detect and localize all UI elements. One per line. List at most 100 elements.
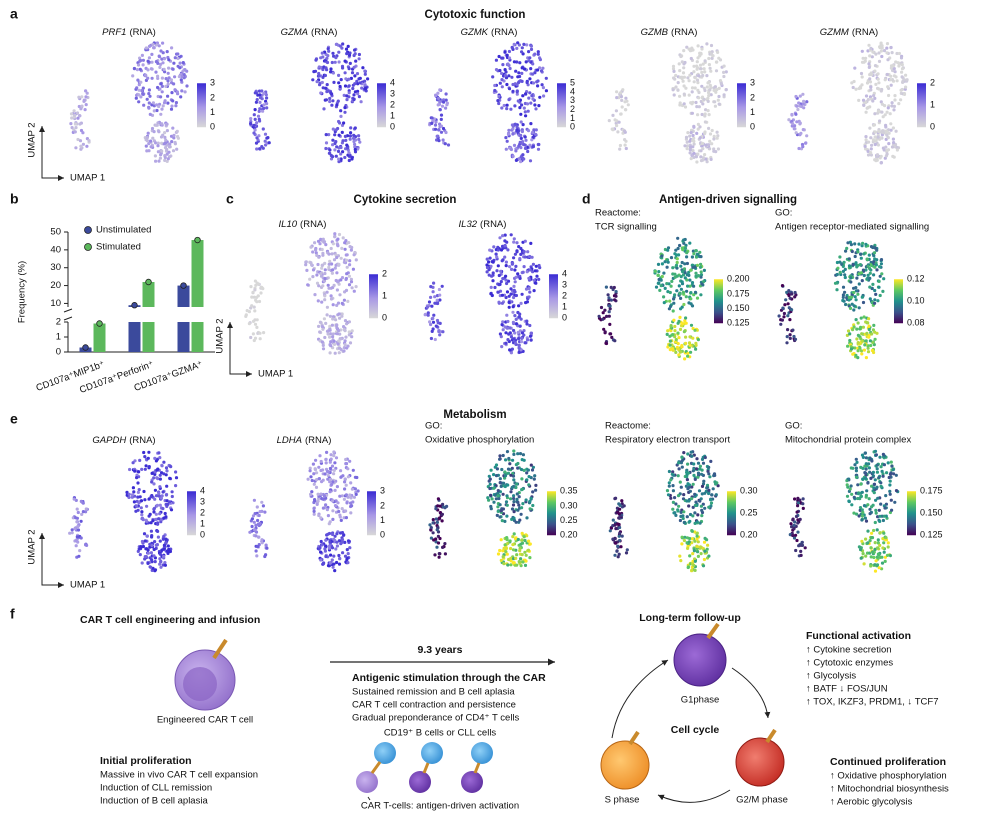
cell-dot bbox=[345, 557, 349, 562]
umap-axes bbox=[229, 324, 252, 377]
cell-dot bbox=[669, 324, 673, 328]
cell-dot bbox=[325, 60, 330, 65]
cell-dot bbox=[511, 503, 516, 507]
cell-dot bbox=[691, 336, 695, 340]
cell-dot bbox=[847, 298, 851, 302]
cell-dot bbox=[487, 273, 491, 277]
cell-dot bbox=[618, 507, 622, 511]
cell-dot bbox=[500, 106, 504, 110]
cell-dot bbox=[708, 132, 713, 136]
colorbar-label: 0 bbox=[930, 122, 935, 132]
cell-dot bbox=[143, 557, 147, 561]
cell-dot bbox=[872, 323, 876, 327]
cell-dot bbox=[165, 499, 169, 503]
umap-plot bbox=[608, 450, 720, 573]
cell-dot bbox=[328, 480, 332, 484]
cell-dot bbox=[859, 86, 863, 90]
cell-dot bbox=[872, 491, 876, 495]
cell-dot bbox=[340, 276, 345, 280]
cell-dot bbox=[874, 453, 879, 457]
activation-label: CAR T-cells: antigen-driven activation bbox=[361, 801, 519, 812]
cell-dot bbox=[686, 482, 690, 486]
cell-dot bbox=[865, 551, 870, 555]
cell-dot bbox=[507, 49, 511, 54]
cell-dot bbox=[788, 318, 792, 322]
cell-dot bbox=[879, 502, 883, 506]
colorbar-label: 0.150 bbox=[920, 508, 943, 518]
cell-dot bbox=[795, 510, 799, 514]
cell-dot bbox=[308, 277, 312, 281]
cell-dot bbox=[900, 67, 905, 71]
cell-dot bbox=[707, 91, 711, 95]
cell-dot bbox=[696, 461, 701, 465]
cell-dot bbox=[312, 482, 316, 486]
cell-dot bbox=[526, 109, 530, 113]
cell-dot bbox=[512, 60, 517, 64]
cell-dot bbox=[537, 104, 541, 108]
cell-dot bbox=[847, 264, 852, 268]
cell-dot bbox=[682, 302, 686, 307]
cell-dot bbox=[889, 83, 893, 87]
panel-label: b bbox=[10, 191, 19, 207]
cell-dot bbox=[138, 67, 142, 71]
cell-dot bbox=[162, 460, 166, 464]
cell-dot bbox=[875, 555, 879, 559]
y-tick-label: 10 bbox=[50, 298, 61, 309]
cell-dot bbox=[857, 514, 861, 518]
cell-dot bbox=[709, 93, 713, 97]
cell-dot bbox=[702, 479, 706, 483]
cell-dot bbox=[505, 82, 509, 87]
cell-dot bbox=[886, 136, 890, 140]
cell-dot bbox=[498, 81, 502, 85]
cell-dot bbox=[155, 543, 159, 547]
cell-dot bbox=[511, 328, 516, 333]
cell-dot bbox=[534, 132, 538, 136]
cell-dot bbox=[343, 110, 347, 114]
cell-dot bbox=[495, 467, 499, 471]
cell-dot bbox=[890, 104, 894, 108]
cell-dot bbox=[267, 141, 271, 145]
cell-dot bbox=[162, 534, 166, 539]
cell-dot bbox=[875, 463, 879, 467]
cell-dot bbox=[319, 492, 323, 496]
cell-dot bbox=[337, 81, 341, 85]
cell-dot bbox=[512, 500, 516, 504]
cell-dot bbox=[143, 455, 147, 459]
cell-dot bbox=[792, 526, 796, 531]
cell-dot bbox=[670, 279, 674, 283]
cell-dot bbox=[833, 281, 838, 285]
cell-dot bbox=[672, 301, 676, 305]
cell-dot bbox=[698, 521, 702, 525]
cell-dot bbox=[512, 240, 516, 244]
cell-dot bbox=[619, 545, 623, 549]
cell-dot bbox=[327, 49, 331, 53]
cell-dot bbox=[348, 263, 352, 267]
cell-dot bbox=[684, 135, 689, 139]
bar bbox=[191, 240, 204, 307]
cell-dot bbox=[336, 501, 340, 505]
cell-dot bbox=[525, 471, 529, 475]
cell-dot bbox=[690, 281, 695, 285]
cell-dot bbox=[173, 142, 177, 146]
cell-dot bbox=[892, 104, 897, 108]
cell-dot bbox=[869, 46, 873, 50]
cell-dot bbox=[682, 238, 686, 242]
cell-dot bbox=[426, 313, 430, 317]
cell-dot bbox=[680, 76, 684, 81]
cell-dot bbox=[855, 276, 859, 280]
cell-dot bbox=[888, 483, 892, 487]
cell-dot bbox=[703, 536, 707, 541]
cell-dot bbox=[85, 144, 89, 148]
cell-dot bbox=[876, 109, 881, 113]
cell-dot bbox=[154, 123, 158, 127]
cell-dot bbox=[868, 551, 872, 555]
cell-dot bbox=[881, 146, 886, 150]
cell-dot bbox=[681, 497, 686, 501]
cell-dot bbox=[675, 257, 679, 261]
cell-dot bbox=[70, 126, 74, 130]
cell-dot bbox=[864, 456, 869, 460]
cell-dot bbox=[845, 483, 849, 487]
cell-dot bbox=[531, 97, 535, 101]
cell-dot bbox=[321, 67, 325, 72]
cell-dot bbox=[348, 259, 352, 263]
